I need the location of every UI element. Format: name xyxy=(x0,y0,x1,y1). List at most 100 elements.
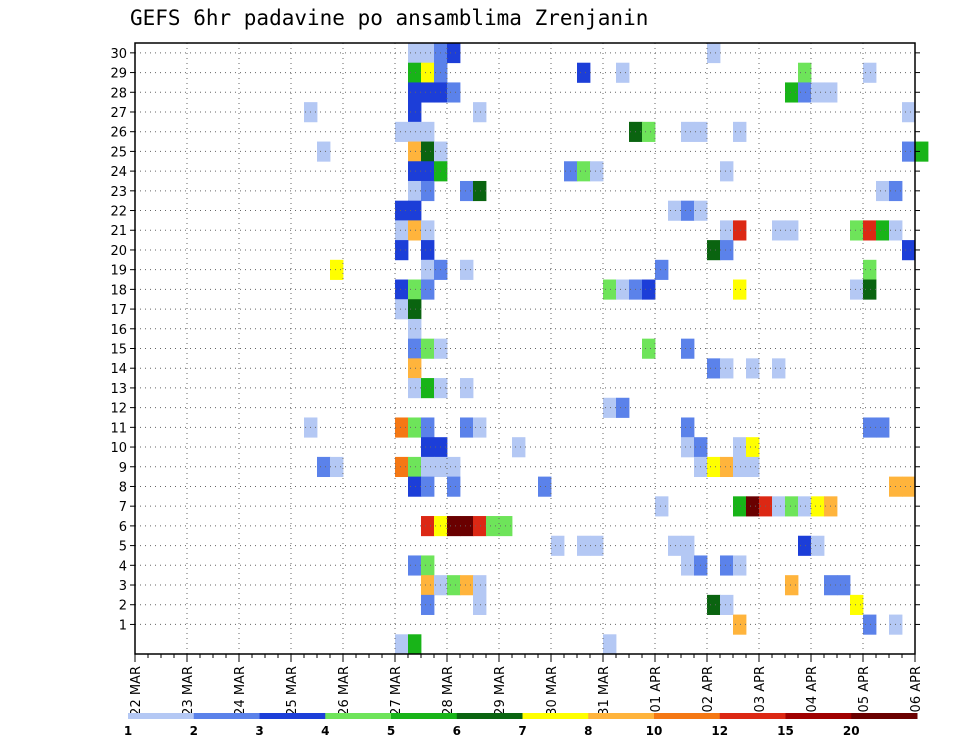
precip-cell xyxy=(460,516,474,537)
precip-cell xyxy=(421,180,435,202)
precip-cell xyxy=(681,535,695,556)
precip-cell xyxy=(317,456,331,478)
y-tick-label: 21 xyxy=(110,224,127,239)
precip-cell xyxy=(408,358,422,379)
y-tick-label: 23 xyxy=(110,185,127,200)
x-tick-label: 30 MAR xyxy=(545,666,560,716)
precip-cell xyxy=(421,338,435,359)
precip-cell xyxy=(863,62,877,83)
colorbar-label: 15 xyxy=(777,724,794,738)
precip-cell xyxy=(421,575,435,596)
precip-cell xyxy=(408,161,422,182)
x-tick-label: 22 MAR xyxy=(129,666,144,716)
precip-cell xyxy=(785,82,799,103)
precip-cell xyxy=(772,358,786,379)
precip-cell xyxy=(473,102,487,123)
precip-cell xyxy=(746,437,760,458)
precip-cell xyxy=(863,279,877,300)
precip-cell xyxy=(902,102,916,123)
precip-cell xyxy=(681,437,695,458)
precip-cell xyxy=(408,200,422,221)
x-tick-label: 29 MAR xyxy=(493,666,508,716)
y-tick-label: 27 xyxy=(110,106,127,121)
precip-cell xyxy=(460,378,474,399)
x-tick-label: 25 MAR xyxy=(285,666,300,716)
precip-cell xyxy=(330,456,344,478)
precip-cell xyxy=(512,437,526,458)
precip-cell xyxy=(902,240,916,261)
colorbar-label: 5 xyxy=(387,724,395,738)
y-tick-label: 12 xyxy=(110,402,127,417)
precip-cell xyxy=(707,456,721,478)
precip-cell xyxy=(798,62,812,83)
precip-cell xyxy=(408,82,422,103)
y-tick-label: 1 xyxy=(119,618,127,633)
precip-cell xyxy=(720,358,734,379)
precip-cell xyxy=(733,456,747,478)
precip-cell xyxy=(395,299,409,320)
colorbar-segment xyxy=(588,713,655,719)
precip-cell xyxy=(746,358,760,379)
y-tick-label: 24 xyxy=(110,165,127,180)
y-tick-label: 6 xyxy=(119,520,127,535)
y-tick-label: 20 xyxy=(110,244,127,259)
y-tick-label: 28 xyxy=(110,86,127,101)
precip-cell xyxy=(655,496,669,517)
x-tick-label: 31 MAR xyxy=(597,666,612,716)
precip-cell xyxy=(668,200,682,221)
precip-cell xyxy=(421,417,435,438)
y-tick-label: 4 xyxy=(119,559,127,574)
colorbar-segment xyxy=(193,713,260,719)
y-tick-label: 26 xyxy=(110,126,127,141)
colorbar-label: 4 xyxy=(321,724,329,738)
precip-cell xyxy=(863,259,877,280)
precip-cell xyxy=(395,634,409,655)
x-tick-label: 26 MAR xyxy=(337,666,352,716)
precip-cell xyxy=(395,279,409,300)
precip-cell xyxy=(876,180,890,202)
precip-cell xyxy=(421,437,435,458)
precip-cell xyxy=(447,516,461,537)
precip-cell xyxy=(707,358,721,379)
precip-cell xyxy=(863,614,877,635)
precip-cell xyxy=(681,555,695,576)
x-tick-label: 03 APR xyxy=(753,666,768,712)
precip-cell xyxy=(707,43,721,64)
precip-cell xyxy=(902,476,916,497)
precip-cell xyxy=(421,476,435,497)
colorbar-label: 7 xyxy=(518,724,526,738)
precip-cell xyxy=(642,338,656,359)
precip-cell xyxy=(408,338,422,359)
precip-cell xyxy=(733,279,747,300)
precip-cell xyxy=(798,535,812,556)
x-tick-label: 04 APR xyxy=(805,666,820,712)
precip-cell xyxy=(421,43,435,64)
precip-cell xyxy=(421,378,435,399)
precip-cell xyxy=(681,417,695,438)
x-tick-label: 05 APR xyxy=(857,666,872,712)
precip-cell xyxy=(408,299,422,320)
colorbar-segment xyxy=(391,713,458,719)
precip-cell xyxy=(733,555,747,576)
precip-cell xyxy=(421,555,435,576)
precip-cell xyxy=(486,516,500,537)
colorbar-segment xyxy=(654,713,721,719)
x-tick-label: 23 MAR xyxy=(181,666,196,716)
precip-cell xyxy=(616,62,630,83)
y-tick-label: 2 xyxy=(119,599,127,614)
colorbar-label: 20 xyxy=(843,724,860,738)
precip-cell xyxy=(577,535,591,556)
precip-cell xyxy=(421,82,435,103)
precip-cell xyxy=(785,575,799,596)
precip-cell xyxy=(395,456,409,478)
precip-cell xyxy=(538,476,552,497)
precip-cell xyxy=(603,397,617,418)
x-tick-label: 01 APR xyxy=(649,666,664,712)
precip-cell xyxy=(785,220,799,241)
colorbar-segment xyxy=(851,713,918,719)
y-tick-label: 18 xyxy=(110,283,127,298)
precip-cell xyxy=(447,82,461,103)
precip-cell xyxy=(330,259,344,280)
colorbar-label: 12 xyxy=(711,724,728,738)
y-tick-label: 7 xyxy=(119,500,127,515)
